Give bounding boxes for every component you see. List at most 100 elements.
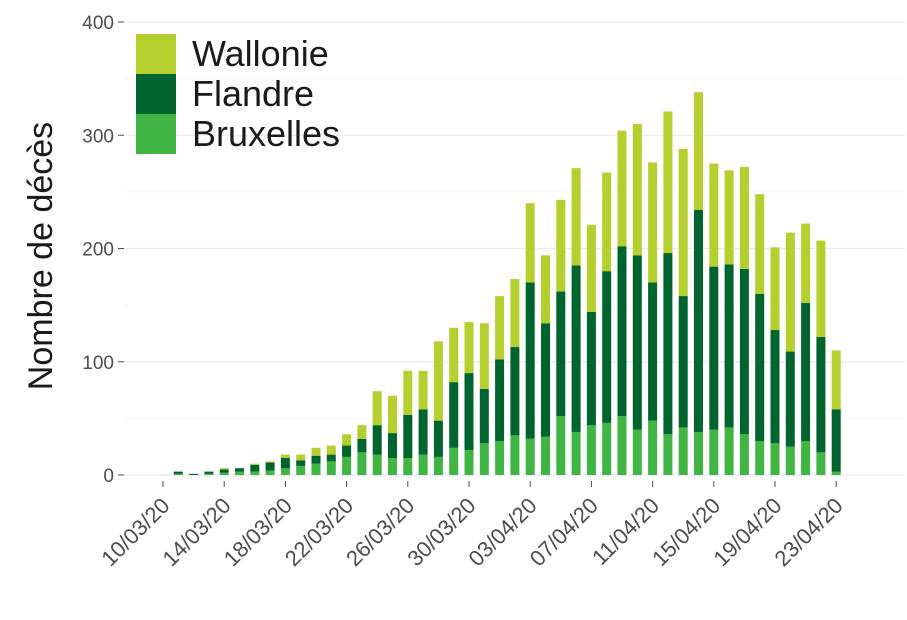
bar-flandre bbox=[433, 420, 443, 457]
bar-flandre bbox=[449, 382, 459, 448]
bar-wallonie bbox=[388, 395, 397, 434]
bar-wallonie bbox=[663, 111, 673, 254]
bar-bruxelles bbox=[816, 452, 826, 475]
bar-bruxelles bbox=[801, 441, 811, 475]
bar-bruxelles bbox=[617, 416, 627, 475]
bar-bruxelles bbox=[663, 434, 673, 475]
bar-flandre bbox=[678, 296, 688, 428]
bar-wallonie bbox=[280, 454, 290, 459]
gridlines bbox=[124, 21, 905, 476]
bar-flandre bbox=[189, 473, 199, 475]
bar-flandre bbox=[280, 458, 290, 469]
bar-flandre bbox=[663, 253, 673, 435]
bar-flandre bbox=[602, 271, 612, 423]
bar-flandre bbox=[296, 460, 306, 466]
bar-flandre bbox=[541, 323, 550, 437]
bar-bruxelles bbox=[265, 470, 275, 475]
bar-wallonie bbox=[449, 327, 459, 383]
bar-flandre bbox=[694, 209, 703, 432]
bar-flandre bbox=[464, 373, 474, 451]
bars bbox=[173, 92, 841, 475]
bar-bruxelles bbox=[280, 468, 290, 475]
legend-label-bruxelles: Bruxelles bbox=[192, 113, 340, 154]
bar-bruxelles bbox=[388, 458, 397, 475]
legend-label-flandre: Flandre bbox=[192, 73, 314, 114]
bar-wallonie bbox=[510, 279, 520, 348]
bar-wallonie bbox=[709, 163, 719, 267]
bar-wallonie bbox=[785, 232, 795, 352]
x-axis: 10/03/2014/03/2018/03/2022/03/2026/03/20… bbox=[96, 481, 848, 571]
bar-flandre bbox=[372, 425, 382, 455]
bar-bruxelles bbox=[326, 461, 336, 475]
y-tick-label: 300 bbox=[82, 126, 114, 147]
bar-wallonie bbox=[403, 370, 413, 415]
bar-flandre bbox=[755, 293, 765, 442]
bar-bruxelles bbox=[525, 438, 535, 475]
legend-key-flandre bbox=[136, 74, 176, 114]
bar-bruxelles bbox=[556, 416, 566, 475]
bar-bruxelles bbox=[678, 427, 688, 475]
bar-bruxelles bbox=[510, 435, 520, 475]
bar-bruxelles bbox=[755, 441, 765, 475]
y-tick-label: 400 bbox=[82, 13, 114, 34]
x-tick-label: 07/04/20 bbox=[525, 493, 603, 571]
y-tick-label: 200 bbox=[82, 240, 114, 261]
bar-wallonie bbox=[724, 170, 734, 265]
bar-flandre bbox=[632, 255, 642, 430]
bar-wallonie bbox=[586, 224, 596, 312]
bar-bruxelles bbox=[586, 425, 596, 475]
bar-flandre bbox=[173, 471, 183, 474]
bar-wallonie bbox=[571, 168, 581, 266]
bar-bruxelles bbox=[433, 456, 443, 475]
bar-wallonie bbox=[372, 391, 382, 426]
bar-flandre bbox=[388, 433, 397, 459]
bar-flandre bbox=[571, 265, 581, 432]
bar-flandre bbox=[586, 311, 596, 426]
bar-bruxelles bbox=[372, 454, 382, 475]
bar-wallonie bbox=[648, 162, 658, 283]
bar-wallonie bbox=[678, 148, 688, 297]
bar-wallonie bbox=[541, 255, 550, 324]
bar-wallonie bbox=[433, 341, 443, 421]
bar-bruxelles bbox=[785, 446, 795, 475]
y-axis-label: Nombre de décès bbox=[22, 122, 60, 390]
bar-bruxelles bbox=[541, 436, 550, 475]
bar-wallonie bbox=[525, 203, 535, 283]
bar-bruxelles bbox=[418, 454, 428, 475]
bar-bruxelles bbox=[235, 471, 244, 475]
bar-bruxelles bbox=[831, 471, 841, 475]
bar-flandre bbox=[250, 464, 260, 472]
bar-wallonie bbox=[632, 123, 642, 256]
bar-wallonie bbox=[464, 322, 474, 374]
bar-bruxelles bbox=[571, 431, 581, 475]
y-tick-label: 100 bbox=[82, 353, 114, 374]
bar-flandre bbox=[479, 388, 489, 444]
legend-key-bruxelles bbox=[136, 114, 176, 154]
bar-bruxelles bbox=[724, 427, 734, 475]
bar-flandre bbox=[265, 462, 275, 471]
bar-wallonie bbox=[602, 172, 612, 272]
bar-flandre bbox=[801, 302, 811, 442]
legend-key-wallonie bbox=[136, 34, 176, 74]
bar-flandre bbox=[357, 438, 367, 453]
bar-wallonie bbox=[326, 445, 336, 455]
bar-flandre bbox=[326, 454, 336, 462]
bar-wallonie bbox=[816, 240, 826, 337]
bar-bruxelles bbox=[204, 473, 214, 475]
bar-wallonie bbox=[556, 199, 566, 292]
bar-wallonie bbox=[755, 194, 765, 294]
legend-label-wallonie: Wallonie bbox=[192, 33, 329, 74]
bar-flandre bbox=[510, 347, 520, 436]
x-tick-label: 23/04/20 bbox=[770, 493, 848, 571]
bar-wallonie bbox=[342, 434, 352, 446]
bar-wallonie bbox=[296, 454, 306, 461]
bar-flandre bbox=[556, 291, 566, 417]
bar-wallonie bbox=[479, 323, 489, 389]
bar-flandre bbox=[770, 330, 780, 444]
bar-flandre bbox=[342, 445, 352, 457]
bar-flandre bbox=[525, 282, 535, 439]
bar-wallonie bbox=[265, 461, 275, 463]
bar-wallonie bbox=[770, 247, 780, 331]
